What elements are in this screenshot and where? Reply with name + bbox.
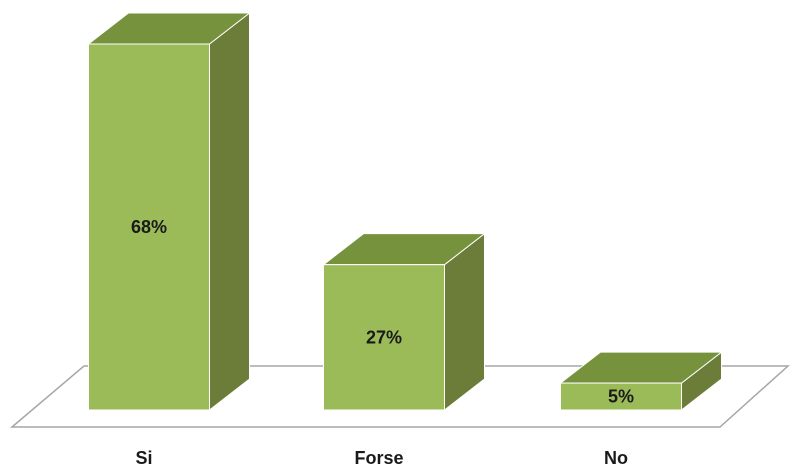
bar-front-si [88,43,210,411]
value-label-no: 5% [608,387,634,407]
category-label-si: Si [135,448,152,468]
bar-si [87,11,251,412]
bar-side-si [209,11,250,412]
category-label-forse: Forse [354,448,403,468]
category-label-no: No [604,448,628,468]
value-label-forse: 27% [366,327,402,347]
labels-group: 68% Si 27% Forse 5% No [131,217,634,468]
bar-forse [322,232,486,412]
bar-front-no [560,382,682,411]
bars-group [87,11,723,412]
bar-no [559,351,723,412]
bar-front-forse [323,264,445,411]
value-label-si: 68% [131,217,167,237]
